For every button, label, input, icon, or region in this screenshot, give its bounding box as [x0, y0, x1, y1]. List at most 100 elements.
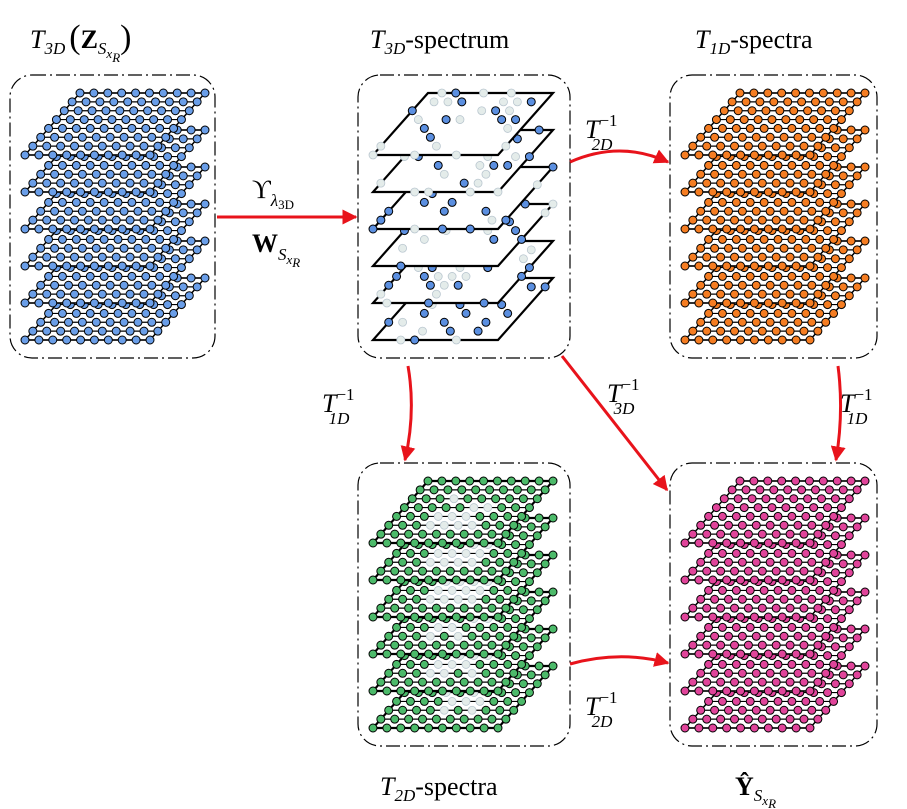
dot — [758, 142, 766, 150]
dot — [452, 576, 460, 584]
dot — [419, 604, 427, 612]
dot — [472, 486, 480, 494]
dot — [77, 151, 85, 159]
dot — [806, 151, 814, 159]
dot — [778, 336, 786, 344]
dot — [861, 163, 869, 171]
dot — [425, 687, 433, 695]
dot — [90, 336, 98, 344]
dot — [369, 151, 377, 159]
dot — [411, 336, 419, 344]
dot — [794, 632, 802, 640]
dot — [114, 272, 122, 280]
dot — [179, 209, 187, 217]
dot — [399, 521, 407, 529]
dot — [822, 133, 830, 141]
dot — [845, 680, 853, 688]
dot — [705, 235, 713, 243]
dot — [466, 576, 474, 584]
dot — [723, 188, 731, 196]
dot — [831, 107, 839, 115]
dot — [493, 477, 501, 485]
dot — [738, 632, 746, 640]
dot — [689, 327, 697, 335]
dot — [88, 107, 96, 115]
dot — [474, 327, 482, 335]
dot — [705, 660, 713, 668]
dot — [391, 530, 399, 538]
dot — [78, 281, 86, 289]
dot — [703, 216, 711, 224]
dot — [126, 253, 134, 261]
dot — [86, 198, 94, 206]
dot — [831, 569, 839, 577]
dot — [49, 225, 57, 233]
dot — [440, 318, 448, 326]
dot — [703, 715, 711, 723]
dot — [806, 539, 814, 547]
dot — [724, 318, 732, 326]
dot — [811, 486, 819, 494]
dot — [853, 523, 861, 531]
dot — [391, 678, 399, 686]
dot — [106, 244, 114, 252]
dot — [391, 604, 399, 612]
dot — [159, 89, 167, 97]
dot — [737, 262, 745, 270]
dot — [148, 170, 156, 178]
dot — [695, 336, 703, 344]
dot — [98, 327, 106, 335]
dot — [535, 477, 543, 485]
dot — [476, 623, 484, 631]
dot — [744, 327, 752, 335]
dot — [412, 669, 420, 677]
dot — [63, 336, 71, 344]
dot — [482, 669, 490, 677]
dot — [486, 486, 494, 494]
dot — [369, 225, 377, 233]
dot — [837, 652, 845, 660]
dot — [492, 107, 500, 115]
dot — [452, 724, 460, 732]
dot — [760, 161, 768, 169]
dot — [177, 116, 185, 124]
dot — [822, 244, 830, 252]
dot — [778, 477, 786, 485]
dot — [440, 669, 448, 677]
dot — [438, 539, 446, 547]
dot — [764, 613, 772, 621]
dot — [541, 597, 549, 605]
dot — [448, 198, 456, 206]
dot — [128, 309, 136, 317]
dot — [98, 216, 106, 224]
dot — [510, 595, 518, 603]
dot — [126, 179, 134, 187]
dot — [541, 523, 549, 531]
dot — [369, 687, 377, 695]
dot — [112, 290, 120, 298]
dot — [737, 650, 745, 658]
dot — [709, 576, 717, 584]
dot — [170, 309, 178, 317]
dot — [502, 567, 510, 575]
arrow — [570, 657, 668, 664]
dot — [697, 207, 705, 215]
dot — [681, 613, 689, 621]
dot — [385, 281, 393, 289]
dot — [780, 207, 788, 215]
dot — [480, 299, 488, 307]
dot — [64, 170, 72, 178]
dot — [681, 151, 689, 159]
dot — [464, 495, 472, 503]
dot — [425, 539, 433, 547]
dot — [71, 253, 79, 261]
dot — [77, 225, 85, 233]
dot — [738, 318, 746, 326]
dot — [527, 671, 535, 679]
dot — [494, 576, 502, 584]
dot — [794, 595, 802, 603]
dot — [712, 116, 720, 124]
dot — [165, 98, 173, 106]
dot — [709, 687, 717, 695]
dot — [717, 530, 725, 538]
